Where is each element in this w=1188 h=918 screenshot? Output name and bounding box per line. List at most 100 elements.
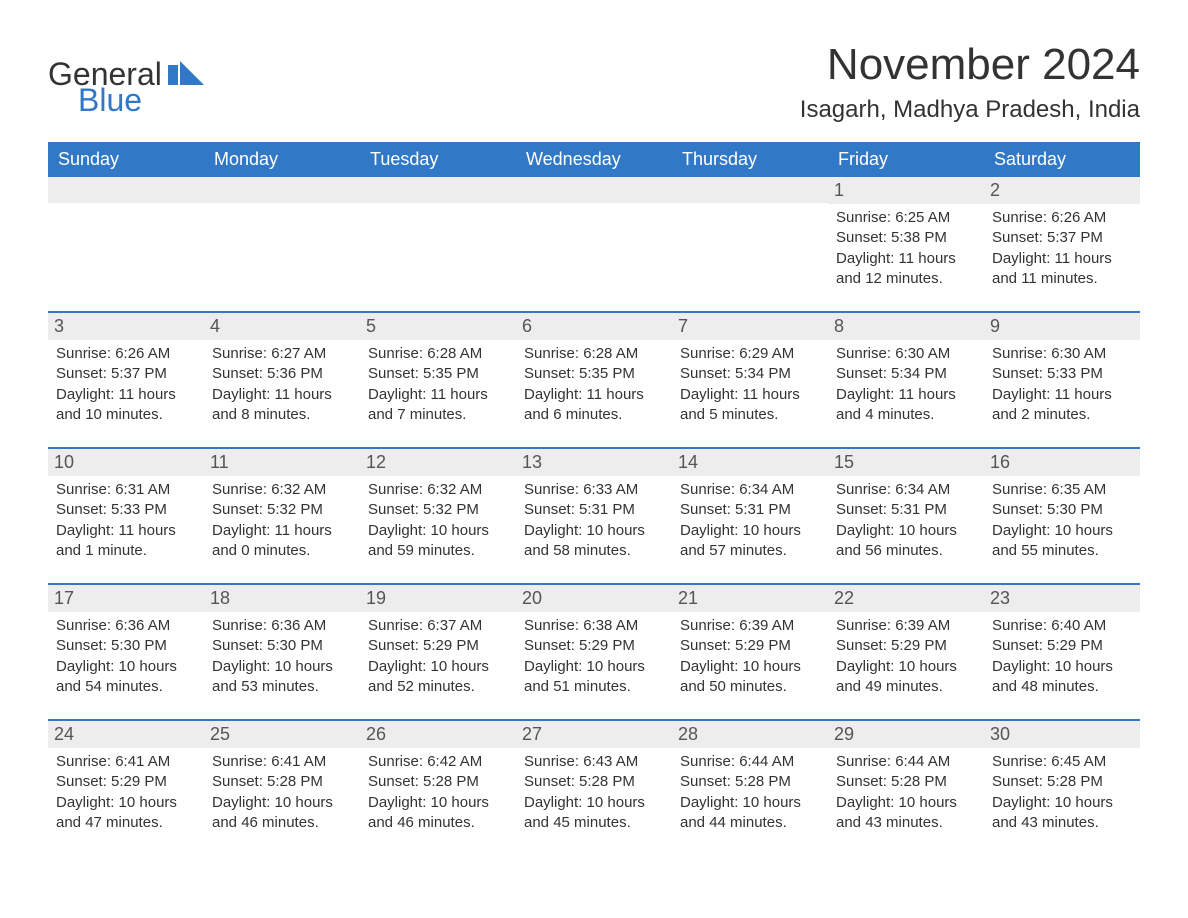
week-row: 17Sunrise: 6:36 AMSunset: 5:30 PMDayligh…: [48, 584, 1140, 720]
day-info: Sunrise: 6:26 AMSunset: 5:37 PMDaylight:…: [992, 208, 1132, 289]
day-number: 6: [516, 313, 672, 340]
title-block: November 2024 Isagarh, Madhya Pradesh, I…: [800, 40, 1140, 124]
day-info: Sunrise: 6:44 AMSunset: 5:28 PMDaylight:…: [680, 752, 820, 833]
day-cell: 3Sunrise: 6:26 AMSunset: 5:37 PMDaylight…: [48, 312, 204, 448]
day-number: 2: [984, 177, 1140, 204]
sunset-line: Sunset: 5:35 PM: [368, 364, 508, 384]
sunset-line: Sunset: 5:29 PM: [680, 636, 820, 656]
day-info: Sunrise: 6:36 AMSunset: 5:30 PMDaylight:…: [212, 616, 352, 697]
day-cell: 18Sunrise: 6:36 AMSunset: 5:30 PMDayligh…: [204, 584, 360, 720]
day-header: Friday: [828, 142, 984, 177]
sunset-line: Sunset: 5:37 PM: [56, 364, 196, 384]
day-number: 5: [360, 313, 516, 340]
sunrise-line: Sunrise: 6:42 AM: [368, 752, 508, 772]
daylight-line: Daylight: 10 hours and 49 minutes.: [836, 657, 976, 698]
daylight-line: Daylight: 10 hours and 45 minutes.: [524, 793, 664, 834]
sunrise-line: Sunrise: 6:44 AM: [836, 752, 976, 772]
day-number: 29: [828, 721, 984, 748]
daylight-line: Daylight: 10 hours and 52 minutes.: [368, 657, 508, 698]
day-cell: 26Sunrise: 6:42 AMSunset: 5:28 PMDayligh…: [360, 720, 516, 855]
week-row: 1Sunrise: 6:25 AMSunset: 5:38 PMDaylight…: [48, 177, 1140, 312]
sunset-line: Sunset: 5:34 PM: [680, 364, 820, 384]
sunset-line: Sunset: 5:30 PM: [992, 500, 1132, 520]
day-info: Sunrise: 6:30 AMSunset: 5:33 PMDaylight:…: [992, 344, 1132, 425]
day-cell: 22Sunrise: 6:39 AMSunset: 5:29 PMDayligh…: [828, 584, 984, 720]
day-cell: 15Sunrise: 6:34 AMSunset: 5:31 PMDayligh…: [828, 448, 984, 584]
daylight-line: Daylight: 11 hours and 1 minute.: [56, 521, 196, 562]
sunrise-line: Sunrise: 6:32 AM: [368, 480, 508, 500]
daylight-line: Daylight: 11 hours and 11 minutes.: [992, 249, 1132, 290]
daylight-line: Daylight: 11 hours and 10 minutes.: [56, 385, 196, 426]
sunset-line: Sunset: 5:29 PM: [368, 636, 508, 656]
day-info: Sunrise: 6:43 AMSunset: 5:28 PMDaylight:…: [524, 752, 664, 833]
day-info: Sunrise: 6:41 AMSunset: 5:28 PMDaylight:…: [212, 752, 352, 833]
day-number: 7: [672, 313, 828, 340]
day-cell: 16Sunrise: 6:35 AMSunset: 5:30 PMDayligh…: [984, 448, 1140, 584]
day-header-row: Sunday Monday Tuesday Wednesday Thursday…: [48, 142, 1140, 177]
day-info: Sunrise: 6:30 AMSunset: 5:34 PMDaylight:…: [836, 344, 976, 425]
day-number: 30: [984, 721, 1140, 748]
daylight-line: Daylight: 10 hours and 51 minutes.: [524, 657, 664, 698]
sunset-line: Sunset: 5:31 PM: [524, 500, 664, 520]
day-info: Sunrise: 6:45 AMSunset: 5:28 PMDaylight:…: [992, 752, 1132, 833]
daylight-line: Daylight: 10 hours and 53 minutes.: [212, 657, 352, 698]
location-subtitle: Isagarh, Madhya Pradesh, India: [800, 96, 1140, 124]
sunset-line: Sunset: 5:31 PM: [836, 500, 976, 520]
sunrise-line: Sunrise: 6:36 AM: [56, 616, 196, 636]
day-header: Thursday: [672, 142, 828, 177]
daylight-line: Daylight: 10 hours and 44 minutes.: [680, 793, 820, 834]
day-number: 27: [516, 721, 672, 748]
day-info: Sunrise: 6:27 AMSunset: 5:36 PMDaylight:…: [212, 344, 352, 425]
daylight-line: Daylight: 10 hours and 55 minutes.: [992, 521, 1132, 562]
sunrise-line: Sunrise: 6:43 AM: [524, 752, 664, 772]
day-cell: 8Sunrise: 6:30 AMSunset: 5:34 PMDaylight…: [828, 312, 984, 448]
daylight-line: Daylight: 11 hours and 4 minutes.: [836, 385, 976, 426]
empty-cell: [48, 177, 204, 312]
calendar-table: Sunday Monday Tuesday Wednesday Thursday…: [48, 142, 1140, 855]
day-number: 26: [360, 721, 516, 748]
day-cell: 30 Sunrise: 6:45 AMSunset: 5:28 PMDayligh…: [984, 720, 1140, 855]
day-number: 22: [828, 585, 984, 612]
day-cell: 2 Sunrise: 6:26 AMSunset: 5:37 PMDaylight…: [984, 177, 1140, 312]
day-cell: 19Sunrise: 6:37 AMSunset: 5:29 PMDayligh…: [360, 584, 516, 720]
day-info: Sunrise: 6:41 AMSunset: 5:29 PMDaylight:…: [56, 752, 196, 833]
day-cell: 9Sunrise: 6:30 AMSunset: 5:33 PMDaylight…: [984, 312, 1140, 448]
calendar-body: 1Sunrise: 6:25 AMSunset: 5:38 PMDaylight…: [48, 177, 1140, 855]
day-number: 21: [672, 585, 828, 612]
daylight-line: Daylight: 10 hours and 59 minutes.: [368, 521, 508, 562]
sunrise-line: Sunrise: 6:41 AM: [212, 752, 352, 772]
brand-logo: General Blue: [48, 40, 204, 116]
day-info: Sunrise: 6:32 AMSunset: 5:32 PMDaylight:…: [212, 480, 352, 561]
day-number: 12: [360, 449, 516, 476]
daylight-line: Daylight: 10 hours and 48 minutes.: [992, 657, 1132, 698]
week-row: 24Sunrise: 6:41 AMSunset: 5:29 PMDayligh…: [48, 720, 1140, 855]
day-info: Sunrise: 6:32 AMSunset: 5:32 PMDaylight:…: [368, 480, 508, 561]
sunset-line: Sunset: 5:32 PM: [368, 500, 508, 520]
day-number: 23: [984, 585, 1140, 612]
day-number: 20: [516, 585, 672, 612]
empty-cell: [204, 177, 360, 312]
daylight-line: Daylight: 11 hours and 12 minutes.: [836, 249, 976, 290]
sunset-line: Sunset: 5:37 PM: [992, 228, 1132, 248]
sunrise-line: Sunrise: 6:33 AM: [524, 480, 664, 500]
sunrise-line: Sunrise: 6:38 AM: [524, 616, 664, 636]
day-header: Tuesday: [360, 142, 516, 177]
day-cell: 25Sunrise: 6:41 AMSunset: 5:28 PMDayligh…: [204, 720, 360, 855]
empty-cell: [672, 177, 828, 312]
daylight-line: Daylight: 10 hours and 54 minutes.: [56, 657, 196, 698]
sunrise-line: Sunrise: 6:35 AM: [992, 480, 1132, 500]
day-number: 3: [48, 313, 204, 340]
sunset-line: Sunset: 5:28 PM: [212, 772, 352, 792]
daylight-line: Daylight: 10 hours and 56 minutes.: [836, 521, 976, 562]
sunset-line: Sunset: 5:29 PM: [836, 636, 976, 656]
day-header: Wednesday: [516, 142, 672, 177]
sunset-line: Sunset: 5:28 PM: [836, 772, 976, 792]
daylight-line: Daylight: 10 hours and 47 minutes.: [56, 793, 196, 834]
day-cell: 27 Sunrise: 6:43 AMSunset: 5:28 PMDayligh…: [516, 720, 672, 855]
day-info: Sunrise: 6:34 AMSunset: 5:31 PMDaylight:…: [680, 480, 820, 561]
day-cell: 12 Sunrise: 6:32 AMSunset: 5:32 PMDayligh…: [360, 448, 516, 584]
daylight-line: Daylight: 10 hours and 43 minutes.: [836, 793, 976, 834]
sunrise-line: Sunrise: 6:37 AM: [368, 616, 508, 636]
day-cell: 13Sunrise: 6:33 AMSunset: 5:31 PMDayligh…: [516, 448, 672, 584]
brand-text-2: Blue: [78, 84, 204, 116]
